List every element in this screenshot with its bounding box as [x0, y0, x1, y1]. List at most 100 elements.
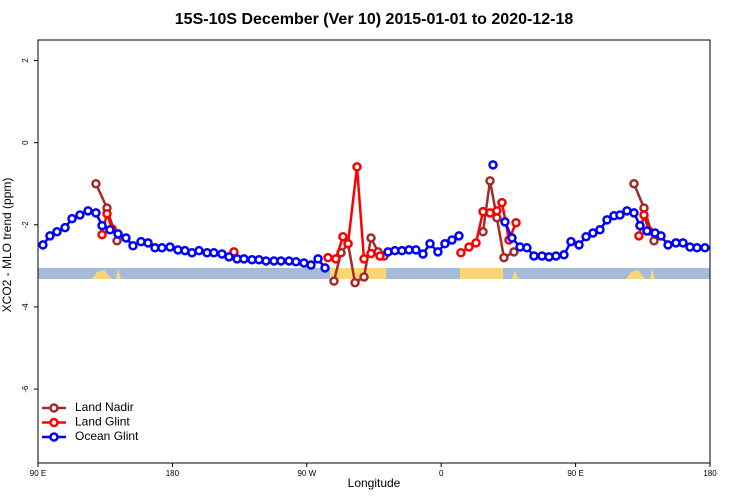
legend-label: Ocean Glint	[75, 429, 139, 443]
point	[529, 251, 539, 261]
point	[656, 231, 666, 241]
point	[102, 208, 112, 219]
point	[700, 243, 710, 253]
point	[485, 176, 495, 186]
land-patch	[460, 268, 503, 279]
point	[497, 197, 507, 208]
point	[291, 257, 301, 267]
point	[194, 245, 204, 256]
point	[464, 242, 474, 252]
point	[306, 260, 316, 270]
point	[678, 238, 688, 248]
point	[45, 231, 55, 241]
y-tick-label: -4	[21, 303, 30, 311]
point	[581, 231, 591, 242]
point	[629, 178, 639, 189]
point	[83, 206, 93, 216]
y-tick-label: 0	[21, 140, 30, 145]
point	[105, 224, 115, 235]
point	[634, 231, 644, 241]
point	[511, 218, 521, 228]
legend-marker	[49, 417, 59, 428]
point	[67, 213, 77, 224]
point	[97, 220, 107, 231]
point	[418, 249, 428, 259]
point	[692, 243, 702, 253]
point	[350, 277, 360, 288]
point	[559, 250, 569, 260]
point	[359, 254, 369, 264]
y-tick-label: -6	[21, 385, 30, 393]
land-patch	[330, 268, 386, 279]
x-tick-label: 90 W	[297, 469, 316, 478]
point	[649, 236, 659, 246]
land-patch	[116, 269, 121, 279]
x-tick-label: 0	[439, 469, 444, 478]
point	[509, 247, 519, 257]
point	[522, 243, 532, 253]
point	[411, 245, 421, 255]
point	[588, 228, 598, 238]
point	[366, 248, 376, 259]
point	[143, 238, 153, 248]
point	[629, 208, 639, 218]
point	[375, 251, 385, 261]
point	[60, 222, 70, 233]
point	[551, 251, 561, 261]
point	[329, 276, 339, 286]
point	[157, 243, 167, 253]
point	[128, 241, 138, 251]
point	[352, 162, 362, 172]
point	[75, 210, 85, 220]
y-axis-label: XCO2 - MLO trend (ppm)	[0, 178, 14, 313]
legend-label: Land Nadir	[75, 400, 134, 414]
point	[433, 247, 443, 257]
legend-marker	[49, 403, 59, 413]
legend-marker	[49, 432, 59, 442]
point	[224, 252, 234, 262]
land-patch	[626, 270, 646, 279]
plot-frame	[37, 39, 711, 464]
point	[478, 227, 488, 237]
x-tick-label: 90 E	[30, 469, 46, 478]
point	[209, 247, 219, 258]
land-patch	[650, 269, 655, 279]
y-tick-label: -2	[21, 221, 30, 229]
point	[635, 220, 645, 231]
point	[165, 242, 175, 252]
point	[323, 252, 333, 263]
point	[343, 238, 353, 249]
point	[52, 227, 62, 237]
point	[602, 215, 612, 225]
point	[642, 226, 652, 236]
point	[366, 233, 376, 243]
point	[488, 160, 498, 170]
point	[639, 210, 649, 220]
x-tick-label: 180	[703, 469, 717, 478]
point	[261, 256, 271, 266]
point	[91, 178, 101, 189]
point	[91, 208, 101, 218]
x-tick-label: 180	[166, 469, 180, 478]
point	[440, 238, 450, 249]
point	[595, 224, 605, 235]
point	[507, 233, 517, 243]
point	[425, 238, 435, 249]
point	[500, 217, 510, 227]
land-strip	[38, 268, 710, 279]
land-patch	[92, 270, 112, 279]
point	[113, 229, 123, 239]
point	[492, 206, 502, 216]
point	[615, 210, 625, 220]
point	[574, 240, 584, 250]
point	[456, 247, 466, 258]
point	[471, 238, 481, 248]
point	[313, 254, 323, 264]
point	[97, 229, 107, 240]
x-tick-label: 90 E	[567, 469, 583, 478]
point	[566, 236, 576, 247]
point	[663, 240, 673, 250]
point	[38, 240, 48, 250]
